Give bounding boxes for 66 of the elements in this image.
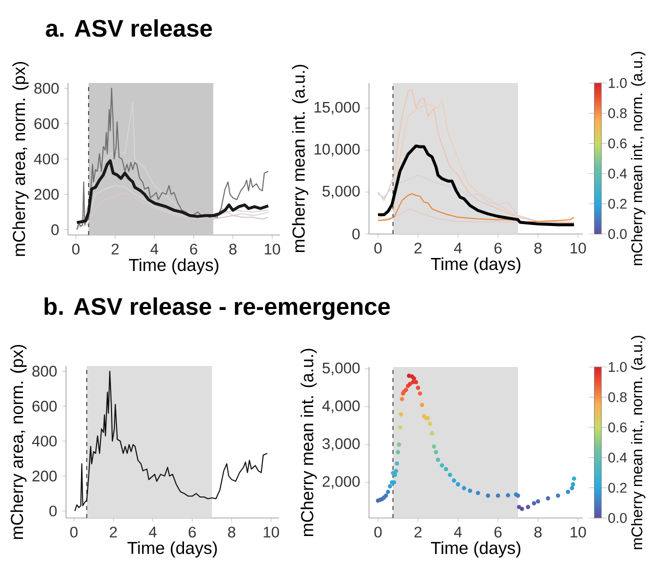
y-axis-title: mCherry area, norm. (px) (12, 62, 29, 256)
x-tick-label: 2 (112, 244, 119, 254)
color-bar-label: 0.2 (608, 482, 627, 493)
x-tick-label: 6 (494, 526, 502, 538)
y-tick-label: 200 (32, 470, 57, 482)
y-tick-label: 600 (34, 118, 59, 130)
color-bar-label: 0.0 (608, 513, 627, 523)
x-tick-label: 0 (72, 244, 80, 255)
x-axis-title: Time (days) (430, 541, 520, 558)
x-tick-label: 4 (148, 526, 157, 538)
y-axis-title: mCherry area, norm. (px) (10, 345, 27, 539)
color-bar-title: mCherry mean int., norm. (a.u.) (631, 52, 646, 266)
chart-title: a. ASV release (46, 19, 212, 37)
color-bar-label: 0.4 (608, 452, 627, 463)
x-tick-label: 8 (228, 526, 236, 538)
color-bar-label: 0.0 (608, 229, 627, 239)
x-tick-label: 2 (414, 526, 422, 538)
x-tick-label: 4 (454, 526, 462, 538)
color-bar-label: 0.6 (608, 422, 627, 432)
color-bar-title: mCherry mean int., norm. (a.u.) (631, 336, 646, 550)
x-tick-label: 8 (229, 244, 236, 255)
y-axis-title: mCherry mean int. (a.u.) (300, 348, 317, 536)
y-tick-label: 4,000 (322, 400, 360, 414)
x-tick-label: 10 (264, 244, 280, 255)
chart-title: b. ASV release - re-emergence (44, 297, 390, 320)
y-tick-label: 0 (49, 506, 57, 516)
x-tick-label: 6 (188, 526, 196, 538)
x-tick-label: 0 (374, 526, 382, 538)
y-tick-label: 800 (34, 82, 59, 94)
x-tick-label: 2 (110, 526, 117, 538)
color-bar-label: 0.4 (608, 168, 627, 179)
x-axis-title: Time (days) (128, 258, 218, 275)
y-tick-label: 0 (51, 224, 59, 236)
color-bar-label: 1.0 (608, 78, 627, 88)
x-tick-label: 4 (454, 242, 462, 254)
y-tick-label: 200 (34, 188, 59, 200)
x-tick-label: 2 (414, 242, 422, 254)
x-tick-label: 8 (534, 526, 542, 538)
y-tick-label: 800 (32, 366, 57, 377)
x-tick-label: 6 (494, 242, 502, 254)
color-bar-label: 0.8 (608, 108, 627, 118)
y-tick-label: 400 (32, 436, 57, 447)
y-axis-title: mCherry mean int. (a.u.) (292, 64, 308, 252)
x-tick-label: 8 (534, 242, 542, 254)
x-tick-label: 0 (70, 526, 78, 538)
y-tick-label: 5,000 (322, 362, 360, 376)
x-tick-label: 4 (150, 244, 158, 254)
y-tick-label: 400 (34, 154, 59, 164)
x-tick-label: 0 (374, 242, 382, 254)
x-tick-label: 10 (570, 242, 586, 254)
y-tick-label: 0 (352, 228, 360, 240)
y-tick-label: 10,000 (314, 144, 360, 156)
color-bar-label: 1.0 (608, 362, 627, 372)
y-tick-label: 15,000 (314, 102, 360, 115)
color-bar-label: 0.8 (608, 392, 627, 402)
x-axis-title: Time (days) (430, 257, 520, 274)
y-tick-label: 3,000 (322, 438, 360, 451)
x-tick-label: 6 (190, 244, 198, 255)
color-bar-label: 0.6 (608, 138, 627, 148)
y-tick-label: 5,000 (322, 186, 360, 198)
x-tick-label: 10 (264, 526, 280, 538)
x-tick-label: 10 (570, 526, 586, 538)
y-tick-label: 600 (32, 400, 57, 412)
color-bar-label: 0.2 (608, 198, 627, 209)
x-axis-title: Time (days) (127, 541, 217, 558)
y-tick-label: 2,000 (322, 476, 360, 489)
